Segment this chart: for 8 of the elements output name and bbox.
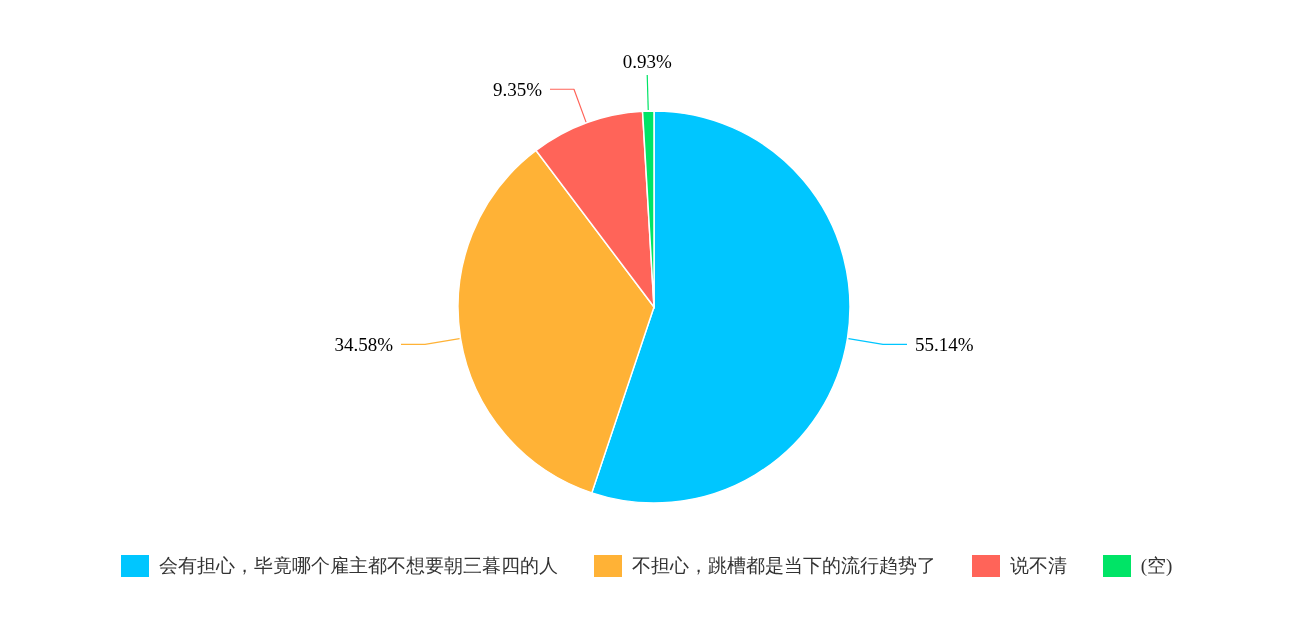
- legend-label: 会有担心，毕竟哪个雇主都不想要朝三暮四的人: [158, 554, 558, 578]
- data-label: 34.58%: [334, 333, 394, 355]
- data-label: 9.35%: [492, 78, 543, 100]
- legend-label: 不担心，跳槽都是当下的流行趋势了: [631, 554, 936, 578]
- data-label: 0.93%: [622, 50, 672, 72]
- legend-label: (空): [1140, 554, 1173, 578]
- data-label: 55.14%: [914, 333, 974, 355]
- legend-label: 说不清: [1009, 554, 1067, 578]
